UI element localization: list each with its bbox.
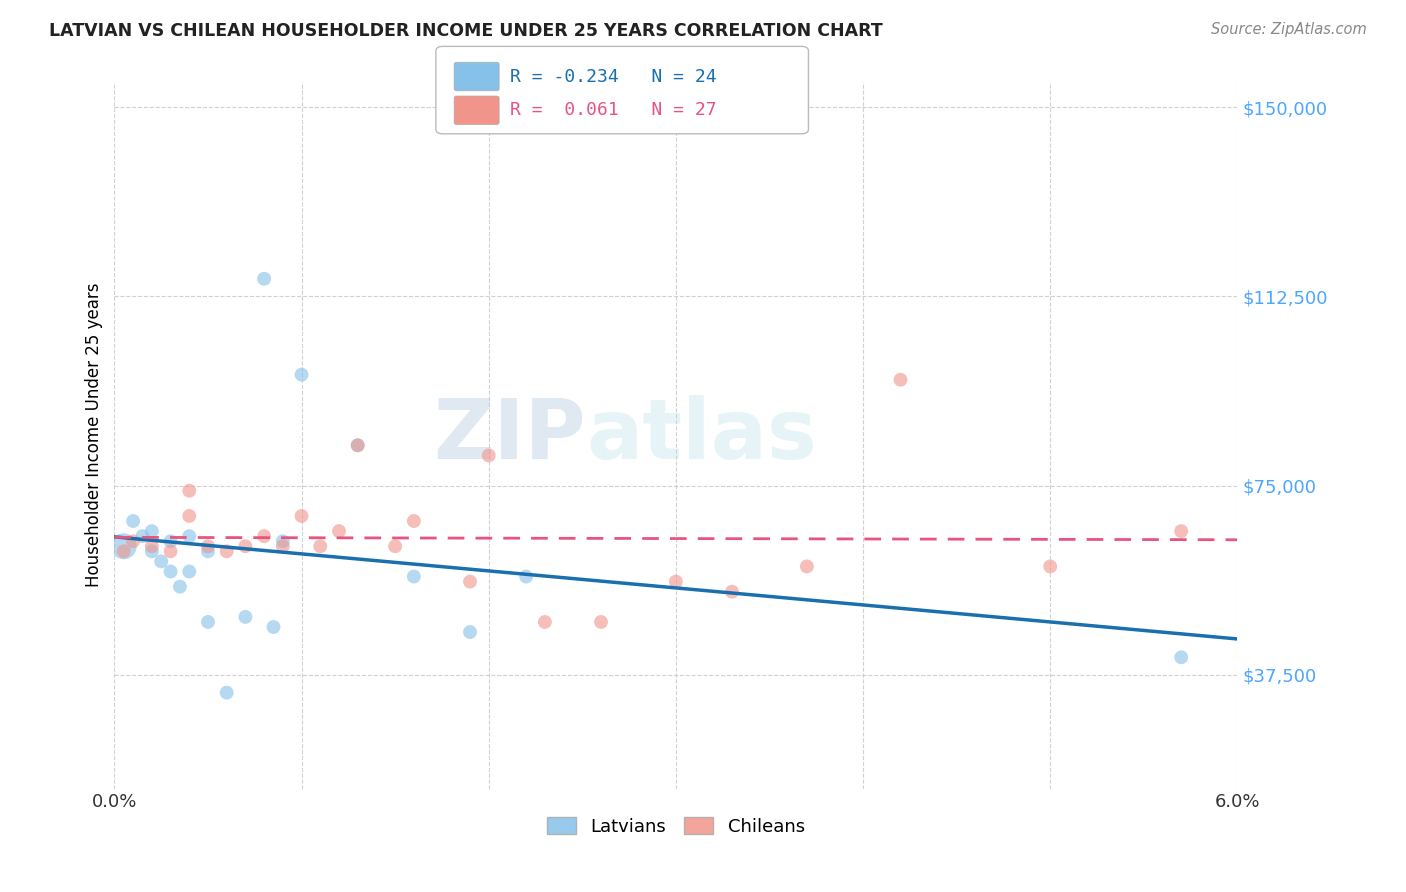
Point xyxy=(665,574,688,589)
Text: R =  0.061   N = 27: R = 0.061 N = 27 xyxy=(510,102,717,120)
Point xyxy=(1170,524,1192,538)
Point xyxy=(197,544,219,558)
Point xyxy=(235,610,257,624)
Point xyxy=(263,620,285,634)
Point xyxy=(141,539,163,553)
Point xyxy=(159,534,181,549)
Point xyxy=(122,514,145,528)
Point xyxy=(159,544,181,558)
Point xyxy=(346,438,368,452)
Point xyxy=(179,565,201,579)
Point xyxy=(1170,650,1192,665)
Y-axis label: Householder Income Under 25 years: Householder Income Under 25 years xyxy=(86,283,103,588)
Point xyxy=(150,554,173,568)
Point xyxy=(796,559,818,574)
Point xyxy=(309,539,332,553)
Point xyxy=(589,615,612,629)
Point xyxy=(402,514,425,528)
Point xyxy=(197,539,219,553)
Point xyxy=(458,574,481,589)
Point xyxy=(141,524,163,538)
Point xyxy=(290,508,312,523)
Point xyxy=(112,539,135,553)
Point xyxy=(271,539,294,553)
Text: ZIP: ZIP xyxy=(433,395,586,475)
Text: atlas: atlas xyxy=(586,395,817,475)
Point xyxy=(534,615,557,629)
Point xyxy=(197,615,219,629)
Legend: Latvians, Chileans: Latvians, Chileans xyxy=(540,810,811,843)
Point xyxy=(253,271,276,285)
Point xyxy=(478,449,501,463)
Point xyxy=(1039,559,1062,574)
Point xyxy=(253,529,276,543)
Point xyxy=(290,368,312,382)
Point xyxy=(215,685,238,699)
Point xyxy=(235,539,257,553)
Point xyxy=(721,584,744,599)
Point xyxy=(179,483,201,498)
Text: LATVIAN VS CHILEAN HOUSEHOLDER INCOME UNDER 25 YEARS CORRELATION CHART: LATVIAN VS CHILEAN HOUSEHOLDER INCOME UN… xyxy=(49,22,883,40)
Point xyxy=(402,569,425,583)
Point xyxy=(169,580,191,594)
Point xyxy=(215,544,238,558)
Point xyxy=(458,625,481,640)
Point xyxy=(131,529,153,543)
Point xyxy=(141,544,163,558)
Point xyxy=(328,524,350,538)
Text: Source: ZipAtlas.com: Source: ZipAtlas.com xyxy=(1211,22,1367,37)
Point xyxy=(889,373,911,387)
Text: R = -0.234   N = 24: R = -0.234 N = 24 xyxy=(510,68,717,86)
Point xyxy=(159,565,181,579)
Point xyxy=(515,569,537,583)
Point xyxy=(346,438,368,452)
Point xyxy=(384,539,406,553)
Point xyxy=(271,534,294,549)
Point xyxy=(179,508,201,523)
Point xyxy=(122,534,145,549)
Point xyxy=(179,529,201,543)
Point xyxy=(112,544,135,558)
